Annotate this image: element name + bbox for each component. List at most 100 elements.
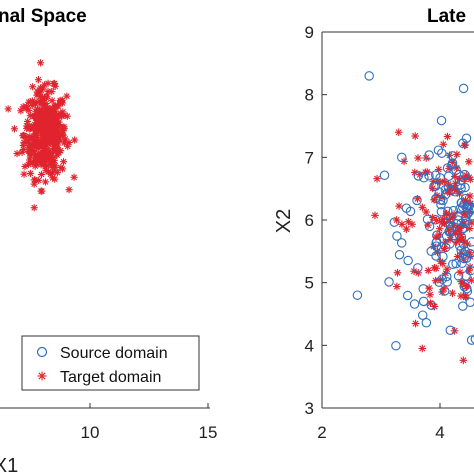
right-target-point [451, 172, 459, 181]
right-target-point [373, 174, 381, 183]
left-target-point [4, 105, 12, 113]
left-target-point [60, 125, 68, 133]
right-target-point [411, 132, 420, 140]
right-target-point [402, 225, 411, 233]
right-source-point [424, 170, 434, 181]
right-chart-title: Late [427, 6, 466, 27]
right-source-point [437, 148, 447, 158]
legend-target-label: Target domain [60, 369, 161, 386]
right-target-point [440, 219, 449, 228]
left-target-point [19, 132, 27, 140]
legend-source-label: Source domain [60, 345, 168, 362]
left-target-point [37, 98, 45, 106]
right-source-point [466, 335, 474, 345]
right-target-point [393, 282, 401, 291]
right-target-point [426, 290, 434, 299]
right-target-point [418, 203, 427, 212]
right-y-tick-label: 9 [305, 23, 314, 42]
right-source-point [453, 271, 464, 281]
right-target-point [431, 276, 440, 285]
left-target-point [31, 162, 39, 170]
left-target-point [63, 92, 71, 100]
right-source-point [438, 251, 448, 262]
right-source-point [451, 258, 461, 269]
right-source-point [460, 182, 470, 193]
left-x-axis-label: X1 [0, 455, 18, 474]
left-target-point [13, 149, 21, 158]
right-y-tick-label: 8 [305, 86, 314, 105]
left-target-point [17, 107, 25, 115]
right-x-tick-label: 2 [317, 423, 326, 442]
left-points-group [4, 59, 79, 212]
right-source-point [418, 284, 428, 294]
left-target-point [30, 204, 38, 212]
right-source-point [450, 187, 460, 197]
left-target-point [33, 91, 41, 99]
left-target-point [52, 144, 61, 153]
right-source-point [413, 263, 423, 273]
right-target-point [395, 202, 403, 210]
left-target-point [33, 124, 41, 132]
left-target-point [42, 113, 50, 121]
right-target-point [435, 224, 444, 233]
right-source-point [465, 265, 474, 276]
right-source-point [426, 246, 436, 257]
right-source-point [460, 246, 471, 257]
right-target-point [425, 284, 434, 292]
right-points-group [352, 71, 474, 365]
right-target-point [404, 217, 413, 226]
left-target-point [36, 59, 45, 67]
right-source-point [352, 290, 363, 300]
left-target-point [36, 84, 45, 92]
right-x-tick-label: 4 [435, 423, 444, 442]
left-target-point [51, 175, 59, 183]
right-source-point [451, 219, 462, 229]
left-target-point [41, 120, 49, 128]
right-target-point [457, 292, 465, 300]
left-target-point [41, 178, 50, 186]
right-target-point [464, 157, 473, 166]
right-target-point [371, 211, 379, 220]
right-source-point [421, 317, 432, 328]
right-target-point [440, 244, 449, 253]
right-target-point [459, 356, 468, 365]
right-source-point [403, 255, 413, 266]
left-target-point [20, 170, 28, 178]
left-target-point [37, 139, 46, 147]
right-source-point [424, 221, 435, 232]
left-target-point [54, 120, 62, 129]
right-source-point [431, 241, 442, 251]
right-source-point [430, 181, 441, 191]
left-target-point [39, 134, 48, 142]
right-source-point [424, 150, 434, 160]
right-source-point [436, 115, 447, 126]
right-source-point [433, 145, 444, 155]
right-target-point [428, 184, 437, 193]
right-source-point [461, 202, 472, 213]
left-target-point [43, 105, 52, 114]
right-target-point [432, 216, 441, 225]
right-source-point [465, 297, 474, 307]
left-target-point [26, 112, 34, 120]
left-target-point [58, 112, 66, 120]
right-target-point [461, 196, 470, 204]
right-target-point [418, 344, 427, 353]
right-source-point [384, 277, 394, 287]
right-source-point [430, 170, 441, 180]
right-source-point [456, 183, 466, 194]
left-target-point [25, 122, 33, 130]
legend-target-asterisk [37, 371, 47, 381]
right-target-point [422, 208, 430, 216]
right-target-point [462, 282, 471, 291]
right-source-point [457, 258, 467, 268]
right-source-point [458, 249, 469, 259]
left-target-point [57, 163, 65, 172]
right-y-tick-label: 5 [305, 274, 314, 293]
left-target-point [50, 156, 58, 164]
right-source-point [463, 200, 473, 210]
left-target-point [24, 136, 32, 144]
left-x-tick-10: 10 [81, 423, 100, 442]
right-y-tick-label: 3 [305, 399, 314, 418]
right-target-point [456, 268, 464, 277]
left-target-point [59, 158, 68, 166]
